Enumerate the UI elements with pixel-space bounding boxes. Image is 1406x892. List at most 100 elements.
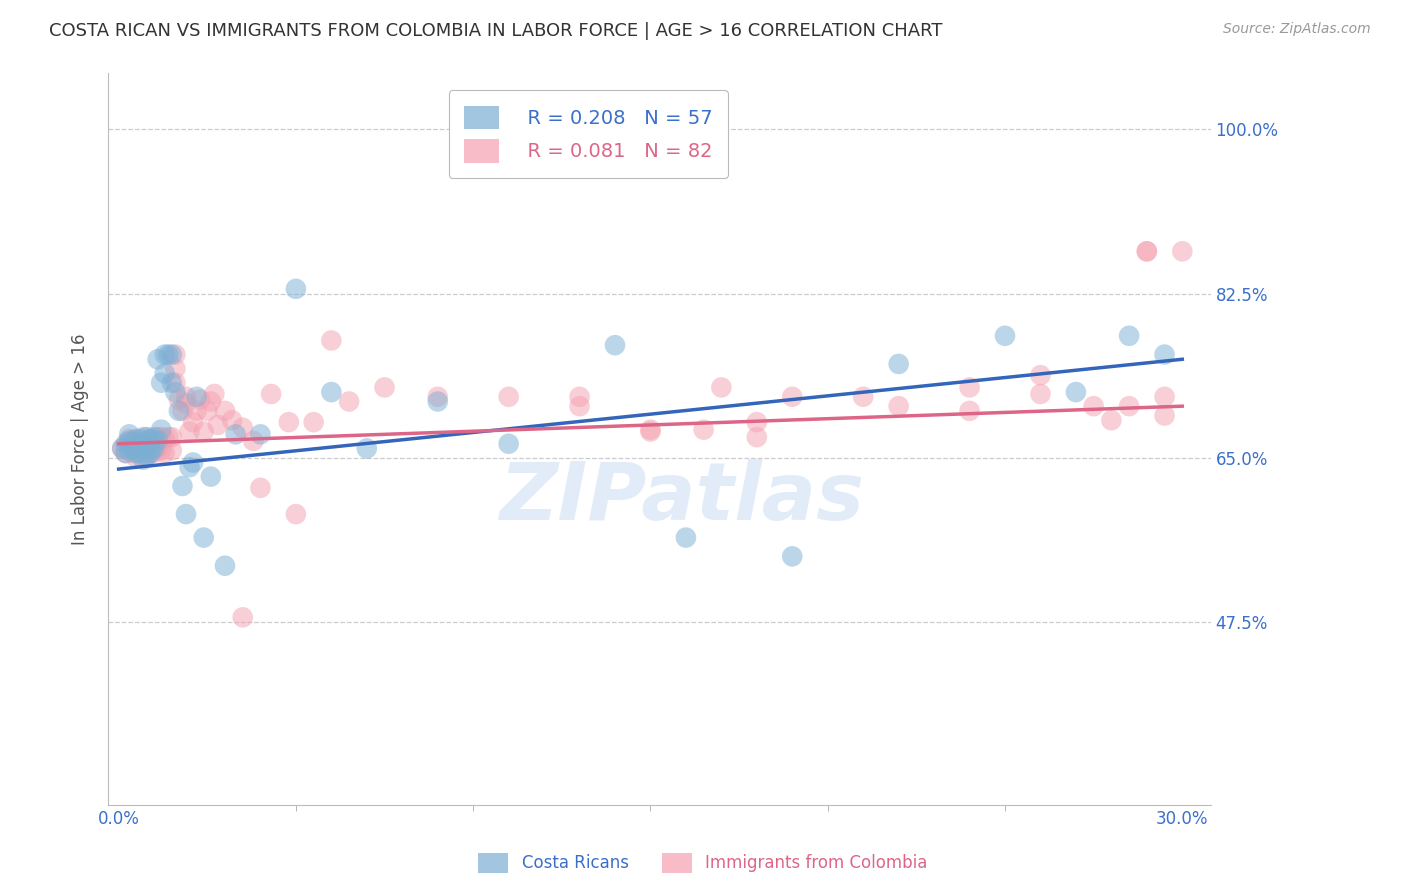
Point (165, 347, 187, 361)
Point (1153, 409, 1175, 423)
Point (675, 531, 697, 545)
Point (426, 390, 449, 404)
Point (1029, 387, 1052, 401)
Point (782, 390, 804, 404)
Point (111, 442, 134, 456)
Point (225, 427, 247, 442)
Point (249, 481, 271, 495)
Point (260, 387, 283, 401)
Text: Source: ZipAtlas.com: Source: ZipAtlas.com (1223, 22, 1371, 37)
Point (302, 415, 325, 429)
Point (284, 507, 307, 521)
Point (143, 430, 166, 444)
Point (167, 404, 190, 418)
Point (146, 430, 169, 444)
Point (1153, 390, 1175, 404)
Point (568, 399, 591, 413)
Text: COSTA RICAN VS IMMIGRANTS FROM COLOMBIA IN LABOR FORCE | AGE > 16 CORRELATION CH: COSTA RICAN VS IMMIGRANTS FROM COLOMBIA … (49, 22, 942, 40)
Point (167, 392, 190, 407)
Point (129, 432, 152, 446)
Point (214, 404, 236, 418)
Point (139, 432, 162, 446)
Point (498, 436, 520, 450)
Point (887, 399, 910, 413)
Point (172, 404, 194, 418)
Point (118, 440, 141, 454)
Point (125, 450, 148, 465)
Point (125, 446, 148, 460)
Point (193, 531, 215, 545)
Point (186, 390, 208, 404)
Point (136, 430, 159, 444)
Point (188, 392, 211, 407)
Point (165, 385, 187, 400)
Point (200, 394, 222, 409)
Point (114, 446, 136, 460)
Point (568, 390, 591, 404)
Point (165, 361, 187, 376)
Point (143, 446, 166, 460)
Point (337, 394, 360, 409)
Point (174, 507, 197, 521)
Point (242, 434, 264, 448)
Legend:   R = 0.208   N = 57,   R = 0.081   N = 82: R = 0.208 N = 57, R = 0.081 N = 82 (449, 90, 728, 178)
Point (114, 446, 136, 460)
Point (174, 396, 197, 410)
Point (143, 434, 166, 448)
Point (200, 469, 222, 483)
Point (146, 352, 169, 367)
Point (146, 442, 169, 456)
Point (959, 404, 981, 418)
Point (321, 334, 343, 348)
Point (165, 376, 187, 390)
Point (1153, 347, 1175, 361)
Point (1136, 244, 1159, 259)
Point (498, 390, 520, 404)
Point (153, 367, 176, 381)
Point (150, 443, 173, 458)
Point (153, 432, 176, 446)
Point (129, 442, 152, 456)
Point (132, 449, 155, 463)
Point (136, 449, 159, 463)
Point (114, 436, 136, 450)
Point (129, 446, 152, 460)
Point (179, 425, 201, 439)
Point (994, 328, 1017, 343)
Point (118, 427, 141, 442)
Point (157, 430, 180, 444)
Point (160, 376, 183, 390)
Point (146, 434, 169, 448)
Point (179, 460, 201, 475)
Point (207, 417, 229, 432)
Point (136, 446, 159, 460)
Point (181, 455, 204, 469)
Point (193, 425, 215, 439)
Point (1083, 399, 1105, 413)
Point (121, 434, 143, 449)
Point (160, 443, 183, 458)
Point (186, 404, 208, 418)
Point (1099, 413, 1122, 427)
Legend: Costa Ricans, Immigrants from Colombia: Costa Ricans, Immigrants from Colombia (471, 847, 935, 880)
Point (121, 442, 143, 456)
Point (1118, 399, 1140, 413)
Point (782, 549, 804, 564)
Point (249, 427, 271, 442)
Point (172, 479, 194, 493)
Point (139, 446, 162, 460)
Point (118, 434, 141, 448)
Point (150, 430, 173, 444)
Point (129, 436, 152, 450)
Point (195, 404, 218, 418)
Point (160, 430, 183, 444)
Text: ZIPatlas: ZIPatlas (499, 458, 863, 537)
Point (153, 446, 176, 460)
Y-axis label: In Labor Force | Age > 16: In Labor Force | Age > 16 (72, 334, 89, 545)
Point (136, 434, 159, 448)
Point (136, 436, 159, 450)
Point (692, 423, 714, 437)
Point (374, 380, 396, 394)
Point (202, 387, 225, 401)
Point (640, 423, 662, 437)
